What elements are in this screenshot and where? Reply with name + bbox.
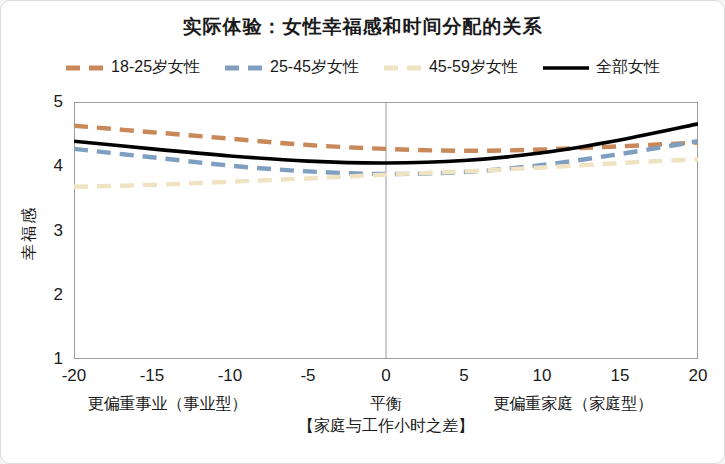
x-tick-label: -15 (140, 366, 165, 386)
legend-item-2: 45-59岁女性 (383, 57, 518, 78)
y-tick-label: 4 (29, 156, 63, 176)
x-axis-title: 【家庭与工作小时之差】 (298, 415, 474, 437)
legend-label: 全部女性 (596, 57, 660, 78)
x-region-label: 更偏重家庭（家庭型） (493, 393, 653, 415)
x-tick-label: 15 (611, 366, 630, 386)
x-tick-label: -5 (300, 366, 315, 386)
legend-item-0: 18-25岁女性 (65, 57, 200, 78)
legend-item-1: 25-45岁女性 (224, 57, 359, 78)
x-tick-label: 0 (381, 366, 390, 386)
x-region-label: 平衡 (370, 393, 402, 415)
x-tick-label: 20 (689, 366, 708, 386)
x-tick-label: 5 (459, 366, 468, 386)
chart-title: 实际体验：女性幸福感和时间分配的关系 (1, 14, 724, 40)
y-tick-label: 1 (29, 349, 63, 369)
y-tick-label: 5 (29, 92, 63, 112)
chart-legend: 18-25岁女性 25-45岁女性 45-59岁女性 全部女性 (1, 57, 724, 78)
legend-swatch-dashed-line (65, 64, 105, 72)
y-tick-label: 2 (29, 285, 63, 305)
legend-item-3: 全部女性 (542, 57, 660, 78)
legend-label: 18-25岁女性 (111, 57, 200, 78)
chart-figure: 实际体验：女性幸福感和时间分配的关系 18-25岁女性 25-45岁女性 45-59… (0, 0, 725, 464)
legend-swatch-dashed-line (224, 64, 264, 72)
x-tick-label: 10 (533, 366, 552, 386)
legend-swatch-solid-line (542, 64, 590, 72)
y-axis-title: 幸福感 (19, 183, 39, 283)
legend-label: 45-59岁女性 (429, 57, 518, 78)
legend-label: 25-45岁女性 (270, 57, 359, 78)
x-tick-label: -10 (218, 366, 243, 386)
x-tick-label: -20 (62, 366, 87, 386)
legend-swatch-dashed-line (383, 64, 423, 72)
plot-area (74, 102, 698, 359)
x-region-label: 更偏重事业（事业型） (88, 393, 248, 415)
